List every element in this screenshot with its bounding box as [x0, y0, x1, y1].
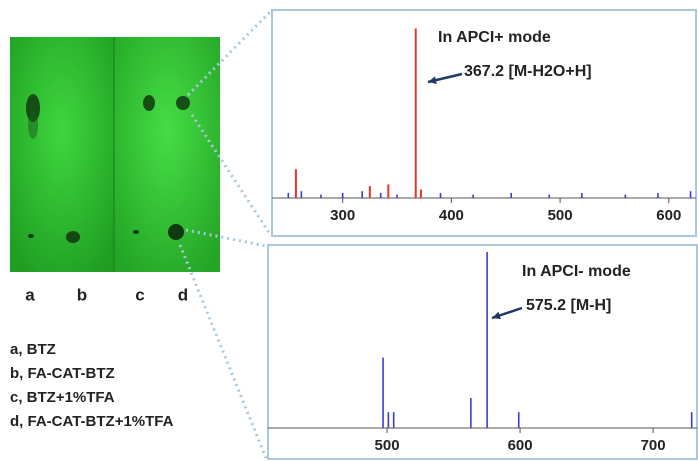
x-tick-label: 700 [641, 437, 666, 454]
lane-label: d [178, 285, 188, 304]
x-tick-label: 500 [548, 207, 573, 224]
spot [133, 230, 139, 234]
spot [66, 231, 80, 243]
spot-tail [28, 111, 38, 139]
legend-entry: d, FA-CAT-BTZ+1%TFA [10, 413, 174, 430]
spectra: 300 400 500 600 In APCI+ mode 367.2 [M-H2O+H]… [267, 9, 698, 460]
spectrum: 300 400 500 600 In APCI+ mode 367.2 [M-H2O+H] [271, 9, 697, 237]
spectrum-title: In APCI+ mode [438, 29, 551, 46]
x-tick-label: 600 [656, 207, 681, 224]
lane-labels: a b c d [25, 285, 188, 304]
x-tick-label: 500 [375, 437, 400, 454]
spectrum-frame [267, 244, 698, 460]
x-tick-label: 400 [439, 207, 464, 224]
plate-right [114, 37, 220, 272]
lane-label: a [25, 285, 35, 304]
lane-label: b [77, 285, 87, 304]
peak-annotation: 575.2 [M-H] [526, 297, 611, 314]
x-tick-label: 300 [330, 207, 355, 224]
x-tick-label: 600 [508, 437, 533, 454]
connector [185, 228, 267, 248]
connectors [178, 10, 272, 459]
tlc-plate [10, 37, 220, 272]
arrow-head [492, 311, 501, 320]
spot [168, 224, 184, 240]
connector [178, 244, 268, 459]
arrow-head [428, 76, 437, 84]
spot [28, 234, 34, 238]
peak-annotation: 367.2 [M-H2O+H] [464, 63, 592, 80]
legend-entry: c, BTZ+1%TFA [10, 389, 115, 406]
connector [186, 10, 272, 97]
spot [26, 94, 40, 122]
legend-entry: a, BTZ [10, 341, 56, 358]
plate-left [10, 37, 114, 272]
spectrum-title: In APCI- mode [522, 263, 631, 280]
spectrum: 500 600 700 In APCI- mode 575.2 [M-H] [267, 244, 698, 460]
spot [143, 95, 155, 111]
lane-label: c [135, 285, 144, 304]
spot [176, 96, 190, 110]
legend-entry: b, FA-CAT-BTZ [10, 365, 115, 382]
legend: a, BTZ b, FA-CAT-BTZ c, BTZ+1%TFA d, FA-CAT… [10, 341, 174, 430]
